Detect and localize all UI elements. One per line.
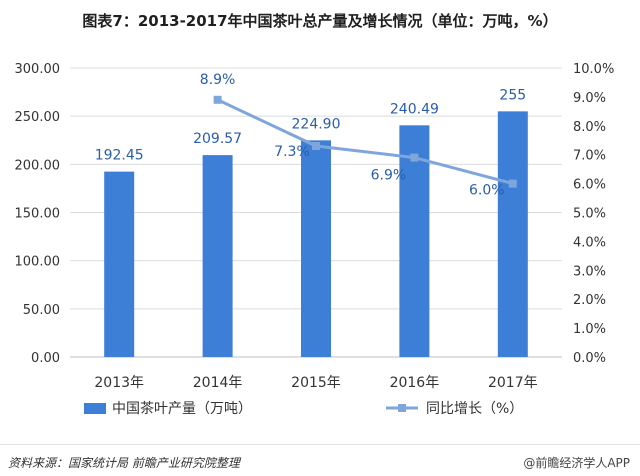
y-left-tick-label: 0.00 [31, 351, 60, 366]
line-data-label: 6.0% [469, 183, 505, 199]
x-tick-label: 2017年 [488, 375, 538, 391]
x-tick-label: 2015年 [291, 375, 341, 391]
bar [399, 125, 430, 357]
chart-title: 图表7：2013-2017年中国茶叶总产量及增长情况（单位：万吨，%） [82, 12, 558, 30]
y-left-tick-label: 200.00 [15, 158, 61, 173]
source-note: 资料来源：国家统计局 前瞻产业研究院整理 [8, 456, 240, 470]
y-right-tick-label: 8.0% [573, 120, 606, 135]
bar-data-label: 209.57 [193, 131, 242, 147]
series-line [216, 98, 514, 186]
legend-swatch-bar [84, 403, 106, 414]
line-point [213, 95, 222, 104]
bar [301, 140, 331, 357]
line-data-label: 6.9% [371, 168, 407, 184]
y-right-tick-label: 7.0% [573, 149, 606, 164]
footer: 资料来源：国家统计局 前瞻产业研究院整理 @前瞻经济学人APP [0, 444, 640, 476]
y-right-tick-label: 3.0% [573, 264, 606, 279]
y-right-tick-label: 4.0% [573, 235, 606, 250]
y-right-tick-label: 0.0% [573, 351, 606, 366]
bar-data-label: 192.45 [95, 148, 144, 164]
legend-marker-line [398, 404, 406, 412]
chart: 0.00 50.00 100.00 150.00 200.00 250.00 300.00 0… [15, 62, 615, 417]
x-tick-label: 2016年 [390, 375, 440, 391]
bar [104, 171, 135, 357]
bar-data-label: 224.90 [292, 116, 341, 132]
y-left-tick-label: 150.00 [15, 207, 61, 222]
line-data-label: 8.9% [200, 72, 236, 88]
y-right-tick-label: 6.0% [573, 178, 606, 193]
x-tick-label: 2013年 [94, 375, 144, 391]
y-right-tick-label: 9.0% [573, 91, 606, 106]
line-point [312, 142, 320, 151]
line-point [410, 153, 419, 162]
y-left-tick-label: 250.00 [15, 110, 61, 125]
line-data-label: 7.3% [274, 144, 310, 160]
brand-note: @前瞻经济学人APP [523, 456, 630, 470]
y-left-tick-label: 300.00 [15, 62, 61, 77]
y-right-tick-label: 5.0% [573, 207, 606, 222]
bar-data-label: 240.49 [390, 101, 439, 117]
bar-data-label: 255 [499, 87, 526, 103]
y-right-tick-label: 2.0% [573, 293, 606, 308]
bar [202, 155, 233, 357]
legend-label-bar: 中国茶叶产量（万吨） [112, 401, 252, 417]
y-right-tick-label: 1.0% [573, 322, 606, 337]
y-left-tick-label: 100.00 [15, 255, 61, 270]
y-left-tick-label: 50.00 [23, 303, 60, 318]
bar [497, 111, 528, 357]
y-right-tick-label: 10.0% [573, 62, 614, 77]
line-point [508, 179, 517, 188]
legend-label-line: 同比增长（%） [426, 401, 523, 417]
x-tick-label: 2014年 [193, 375, 243, 391]
